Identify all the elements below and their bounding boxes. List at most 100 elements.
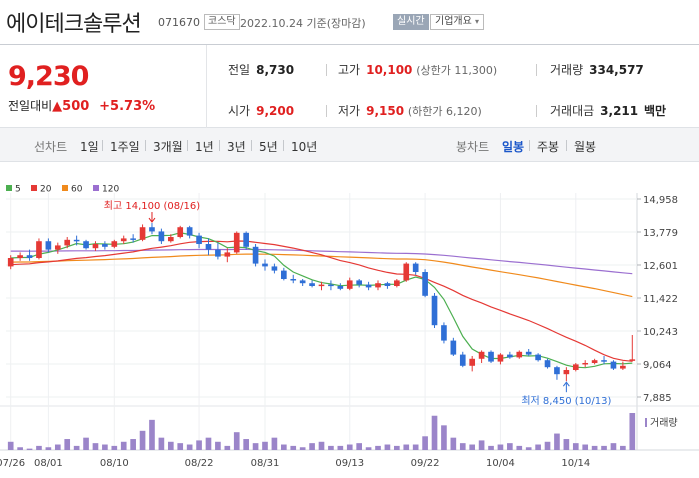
candle-body (610, 361, 617, 369)
volume-bar (205, 437, 212, 450)
volume-legend-swatch (645, 418, 647, 427)
legend-label-60: 60 (71, 185, 83, 195)
candle-body (365, 284, 372, 288)
tab-3month[interactable]: 3개월 (153, 140, 183, 154)
stock-code: 071670 (158, 16, 200, 29)
divider (536, 64, 537, 76)
volume-bar (120, 441, 127, 450)
y-tick-label: 12,601 (643, 261, 678, 272)
tab-monthly[interactable]: 월봉 (574, 140, 597, 154)
tab-1day[interactable]: 1일 (80, 140, 99, 154)
candle-body (111, 241, 118, 247)
volume-bar (271, 437, 278, 450)
realtime-button[interactable]: 실시간 (393, 14, 429, 30)
candle-body (431, 295, 438, 326)
candle-body (497, 354, 504, 362)
tab-1year[interactable]: 1년 (195, 140, 214, 154)
candle-body (441, 325, 447, 341)
volume-bar (252, 443, 259, 450)
prev-close: 전일 8,730 (228, 61, 294, 78)
divider (326, 64, 327, 76)
volume-bar (431, 415, 438, 450)
candle-body (167, 237, 174, 242)
company-info-dropdown[interactable]: 기업개요 ▾ (430, 14, 485, 30)
volume-bar (64, 439, 71, 450)
prev-close-value: 8,730 (256, 63, 295, 77)
change-percent: +5.73% (99, 99, 156, 114)
chart-period-tabs: 선차트 1일 1주일 3개월 1년 3년 5년 10년 봉차트 일봉 주봉 월봉 (0, 128, 699, 162)
x-tick-label: 07/26 (0, 458, 25, 469)
volume-legend-label: 거래량 (650, 417, 678, 429)
high-arrowhead (148, 217, 156, 223)
candle-body (629, 359, 636, 361)
candle-body (620, 365, 626, 369)
candle-body (233, 232, 240, 253)
volume-bar (243, 439, 249, 450)
upper-limit: (상한가 11,300) (416, 64, 498, 77)
volume-bar (601, 445, 607, 450)
tab-5year[interactable]: 5년 (259, 140, 278, 154)
divider (326, 105, 327, 117)
volume-bar (158, 437, 165, 450)
volume-bar (507, 443, 513, 450)
candle-body (92, 244, 99, 249)
volume-bar (102, 444, 108, 450)
volume-label: 거래량 (550, 63, 584, 77)
divider (536, 105, 537, 117)
volume-bar (488, 445, 494, 450)
candle-body (26, 255, 33, 259)
volume-bar (328, 445, 334, 450)
candle-chart-label: 봉차트 (456, 140, 490, 154)
x-tick-label: 08/01 (34, 458, 63, 469)
current-price: 9,230 (8, 61, 89, 92)
volume-bar (356, 443, 362, 450)
volume-bar (177, 443, 184, 450)
up-arrow-icon: ▲ (52, 99, 63, 114)
candle-body (563, 369, 570, 375)
volume-bar (54, 444, 61, 450)
candle-body (177, 227, 184, 238)
change-value: 500 (62, 99, 90, 114)
x-tick-label: 10/04 (486, 458, 515, 469)
tab-3year[interactable]: 3년 (227, 140, 246, 154)
tab-10year[interactable]: 10년 (291, 140, 318, 154)
candle-body (7, 258, 14, 267)
candle-body (412, 263, 419, 273)
amount-value: 3,211 (600, 104, 639, 118)
volume-bar (7, 441, 14, 450)
candle-body (54, 245, 61, 250)
divider (529, 140, 530, 151)
volume-bar (469, 444, 476, 450)
volume-bar (582, 444, 589, 450)
candle-body (17, 255, 23, 259)
volume-bar (224, 445, 231, 450)
y-tick-label: 14,958 (643, 195, 678, 206)
legend-swatch-20 (31, 185, 37, 191)
candle-body (478, 351, 485, 359)
volume-bar (262, 441, 268, 450)
y-tick-label: 10,243 (643, 327, 678, 338)
volume-value: 334,577 (589, 63, 644, 77)
candle-body (36, 241, 42, 259)
tab-1week[interactable]: 1주일 (110, 140, 140, 154)
volume-bar (111, 445, 118, 450)
candle-body (262, 263, 268, 267)
stock-chart: 5 20 60 120 14,958 13,779 12,601 11,422 10,243 9,… (0, 185, 699, 469)
volume-bar (441, 425, 447, 450)
low-value: 9,150 (366, 104, 405, 118)
tab-daily[interactable]: 일봉 (502, 140, 525, 154)
volume-bar (629, 413, 636, 450)
volume-bar (554, 433, 560, 450)
x-tick-label: 08/31 (251, 458, 280, 469)
base-date: 2022.10.24 기준(장마감) (240, 17, 366, 30)
volume-bar (290, 445, 297, 450)
candle-body (73, 239, 80, 242)
tab-weekly[interactable]: 주봉 (537, 140, 560, 154)
y-tick-label: 7,885 (643, 393, 672, 404)
volume-bar (591, 445, 598, 450)
candle-body (469, 358, 476, 366)
volume-bar (384, 444, 391, 450)
volume-bar (45, 447, 52, 450)
high-annotation: 최고 14,100 (08/16) (104, 200, 200, 212)
candle-body (346, 280, 353, 289)
